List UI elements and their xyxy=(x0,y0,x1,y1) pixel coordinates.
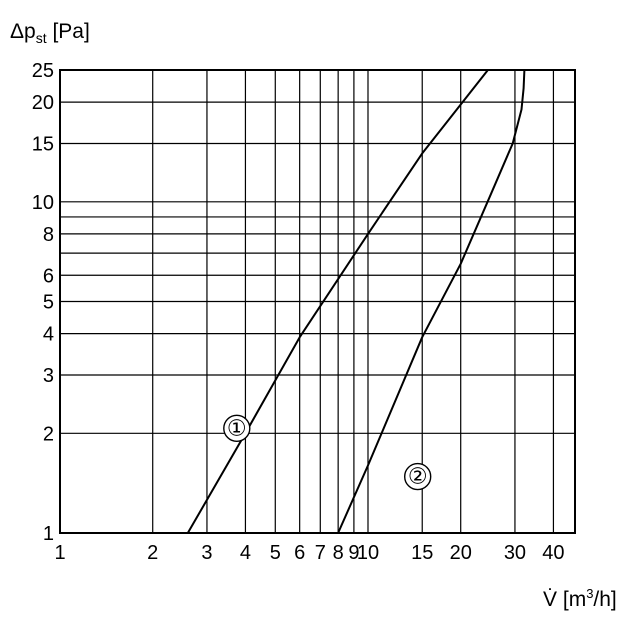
y-tick-label: 3 xyxy=(43,365,54,387)
series-2-label: ② xyxy=(408,464,428,489)
x-tick-label: 15 xyxy=(411,542,433,564)
horizontal-gridlines xyxy=(60,69,575,434)
x-tick-label: 4 xyxy=(240,542,251,564)
y-tick-labels: 1 2 3 4 5 6 8 10 15 20 25 xyxy=(32,60,54,545)
x-tick-label: 20 xyxy=(450,542,472,564)
series-layer: ①② xyxy=(186,69,526,534)
x-tick-label: 30 xyxy=(504,542,526,564)
series-1-label: ① xyxy=(227,415,247,440)
x-tick-label: 9 xyxy=(348,542,359,564)
y-tick-label: 20 xyxy=(32,92,54,114)
x-tick-label: 10 xyxy=(357,542,379,564)
y-tick-label: 1 xyxy=(43,523,54,545)
y-tick-label: 4 xyxy=(43,324,54,346)
plot-frame xyxy=(59,69,576,534)
y-axis-title: Δpst [Pa] xyxy=(10,20,90,46)
x-tick-labels: 1 2 3 4 5 6 7 8 910 15 20 30 40 xyxy=(54,542,564,564)
series-2-line xyxy=(337,69,526,534)
x-tick-label: 5 xyxy=(270,542,281,564)
series-2-label-circle xyxy=(403,462,432,491)
x-tick-label: 7 xyxy=(315,542,326,564)
x-tick-label: 1 xyxy=(54,542,65,564)
x-tick-label: 40 xyxy=(542,542,564,564)
y-tick-label: 6 xyxy=(43,265,54,287)
y-tick-label: 15 xyxy=(32,133,54,155)
x-tick-label: 6 xyxy=(294,542,305,564)
y-tick-label: 2 xyxy=(43,423,54,445)
y-tick-label: 25 xyxy=(32,60,54,82)
series-1-line xyxy=(186,69,489,534)
series-1-label-circle xyxy=(223,414,251,443)
y-tick-label: 8 xyxy=(43,224,54,246)
x-axis-title: V̇ [m3/h] xyxy=(543,586,617,611)
x-tick-label: 2 xyxy=(147,542,158,564)
y-tick-label: 5 xyxy=(43,292,54,314)
x-tick-label: 8 xyxy=(333,542,344,564)
y-tick-label: 10 xyxy=(32,192,54,214)
x-tick-label: 3 xyxy=(201,542,212,564)
